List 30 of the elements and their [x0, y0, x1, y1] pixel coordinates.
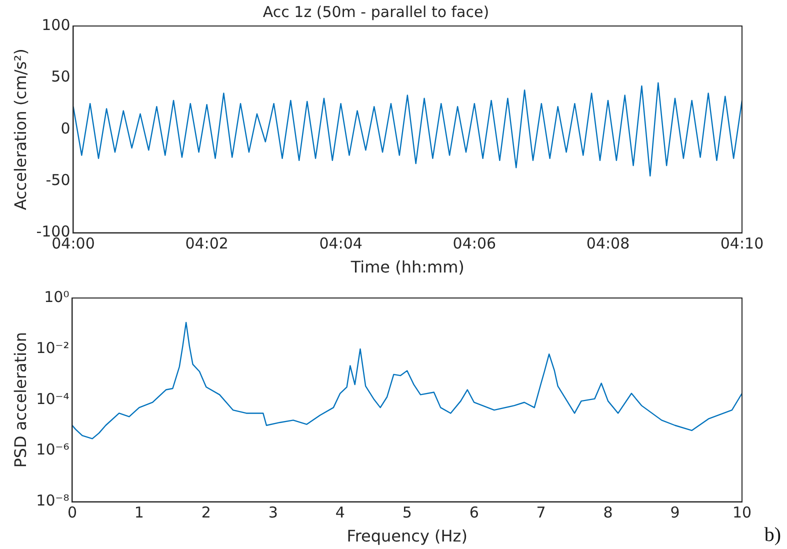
x-tick-label: 4 [335, 504, 345, 522]
x-tick-label: 04:02 [185, 234, 228, 253]
y-tick-label: 10⁻² [36, 338, 70, 357]
x-tick-label: 6 [469, 504, 479, 522]
x-tick-label: 7 [536, 504, 546, 522]
x-tick-label: 8 [603, 504, 613, 522]
x-tick-label: 10 [732, 504, 752, 522]
y-axis-title: Acceleration (cm/s²) [10, 48, 30, 210]
y-tick-label: 10⁻⁸ [36, 492, 70, 510]
y-axis-title: PSD acceleration [10, 332, 30, 468]
x-axis-title: Frequency (Hz) [346, 526, 468, 546]
x-tick-label: 3 [268, 504, 278, 522]
text: b) [764, 524, 781, 547]
y-tick-label: 10⁰ [44, 288, 70, 306]
y-tick-label: 100 [42, 16, 70, 34]
x-tick-label: 04:10 [720, 234, 764, 253]
y-tick-label: 10⁻⁴ [36, 390, 70, 408]
y-tick-label: 0 [60, 119, 70, 138]
y-tick-label: 50 [51, 68, 70, 86]
y-tick-label: -50 [46, 170, 70, 189]
chart-title: Acc 1z (50m - parallel to face) [262, 2, 490, 21]
x-tick-label: 9 [670, 504, 680, 522]
x-tick-label: 04:08 [586, 234, 630, 253]
x-axis-title: Time (hh:mm) [350, 258, 464, 277]
x-tick-label: 04:04 [319, 234, 362, 253]
x-tick-label: 04:06 [452, 234, 496, 253]
y-tick-label: 10⁻⁶ [36, 440, 70, 459]
x-tick-label: 5 [402, 504, 412, 522]
x-tick-label: 1 [134, 504, 144, 522]
x-tick-label: 2 [201, 504, 211, 522]
